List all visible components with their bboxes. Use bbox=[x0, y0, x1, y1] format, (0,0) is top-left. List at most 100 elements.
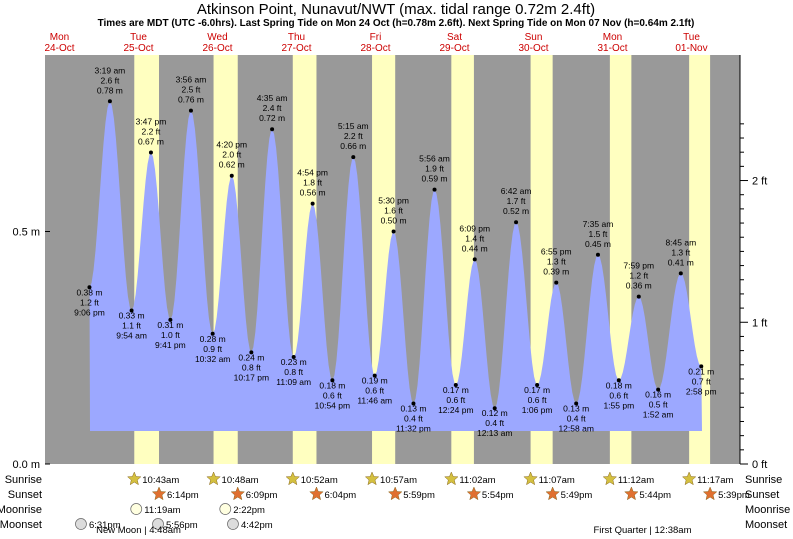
tide-point bbox=[148, 150, 153, 155]
sunset-icon bbox=[702, 486, 718, 501]
day-dow-label: Tue bbox=[683, 32, 700, 43]
tide-label: 10:32 am bbox=[195, 354, 230, 364]
moonset-icon bbox=[152, 518, 164, 530]
tide-point bbox=[291, 355, 296, 360]
right-axis-label: 1 ft bbox=[752, 317, 767, 329]
tide-label: 11:46 am bbox=[357, 396, 392, 406]
tide-labels: 0.38 m1.2 ft9:06 pm3:19 am2.6 ft0.78 m0.… bbox=[74, 65, 717, 438]
moonrise-time: 11:19am bbox=[144, 505, 180, 516]
sunrise-time: 10:48am bbox=[222, 475, 259, 486]
tide-label: 0.5 ft bbox=[649, 400, 669, 410]
sunrise-icon bbox=[126, 471, 142, 486]
tide-label: 12:24 pm bbox=[438, 405, 473, 415]
tide-curve bbox=[89, 101, 702, 432]
sunrise-icon bbox=[285, 471, 301, 486]
tide-point bbox=[595, 252, 600, 257]
axes: 0.0 m 0.5 m 0 ft 1 ft 2 ft bbox=[12, 55, 767, 471]
sunset-time: 6:04pm bbox=[324, 490, 356, 501]
tide-label: 1.9 ft bbox=[425, 164, 445, 174]
tide-point bbox=[616, 378, 621, 383]
sunset-icon bbox=[309, 486, 324, 501]
tide-label: 7:59 pm bbox=[623, 261, 654, 271]
tide-label: 0.24 m bbox=[238, 352, 264, 362]
tide-label: 0.62 m bbox=[219, 160, 245, 170]
moonset-time: 4:42pm bbox=[241, 520, 273, 531]
sunset-time: 5:49pm bbox=[561, 490, 593, 501]
row-label-right: Moonset bbox=[745, 519, 787, 531]
tide-label: 0.28 m bbox=[200, 334, 226, 344]
row-label-left: Moonset bbox=[0, 519, 42, 531]
right-axis-label: 2 ft bbox=[752, 176, 767, 188]
tide-label: 0.38 m bbox=[76, 287, 102, 297]
tide-label: 6:09 pm bbox=[459, 223, 490, 233]
tide-label: 1.5 ft bbox=[589, 229, 609, 239]
sunset-icon bbox=[545, 486, 560, 501]
tide-label: 1.4 ft bbox=[465, 233, 485, 243]
tide-point bbox=[129, 308, 134, 313]
tide-point bbox=[310, 201, 315, 206]
tide-point bbox=[656, 387, 661, 392]
tide-label: 2.2 ft bbox=[344, 131, 364, 141]
tide-label: 5:15 am bbox=[338, 121, 369, 131]
sunset-time: 5:54pm bbox=[482, 490, 514, 501]
tide-point bbox=[372, 373, 377, 378]
tide-label: 0.7 ft bbox=[692, 376, 712, 386]
day-date-label: 25-Oct bbox=[123, 43, 153, 54]
tide-label: 8:45 am bbox=[665, 237, 696, 247]
tide-label: 0.6 ft bbox=[365, 386, 385, 396]
tide-label: 0.31 m bbox=[157, 320, 183, 330]
tide-label: 0.4 ft bbox=[567, 414, 587, 424]
tide-point bbox=[330, 378, 335, 383]
tide-label: 2.2 ft bbox=[142, 126, 162, 136]
sunrise-icon bbox=[364, 471, 380, 486]
tide-label: 1.3 ft bbox=[671, 247, 691, 257]
sunrise-time: 10:43am bbox=[142, 475, 179, 486]
tide-point bbox=[411, 401, 416, 406]
sunset-icon bbox=[230, 486, 246, 501]
sunset-time: 6:09pm bbox=[246, 490, 278, 501]
grid-lines bbox=[45, 123, 748, 465]
tide-label: 2.6 ft bbox=[100, 75, 120, 85]
sunrise-time: 11:17am bbox=[697, 475, 733, 486]
tide-label: 7:35 am bbox=[583, 219, 614, 229]
sun-moon-rows: Sunrise Sunrise Sunset Sunset Moonrise Moonri… bbox=[0, 471, 790, 536]
tide-point bbox=[351, 155, 356, 160]
tide-label: 11:32 pm bbox=[396, 424, 431, 434]
tide-label: 1.2 ft bbox=[80, 297, 100, 307]
sunrise-time: 11:12am bbox=[618, 475, 654, 486]
sunrise-time: 10:52am bbox=[301, 475, 338, 486]
tide-label: 1:52 am bbox=[643, 410, 674, 420]
tide-label: 1.1 ft bbox=[122, 321, 142, 331]
moon-phase-label: First Quarter | 12:38am bbox=[593, 525, 691, 536]
moon-phase-label: New Moon | 4:48am bbox=[96, 525, 181, 536]
tide-label: 5:56 am bbox=[419, 154, 450, 164]
tide-label: 0.4 ft bbox=[404, 414, 424, 424]
day-date-label: 24-Oct bbox=[44, 43, 74, 54]
tide-label: 1.3 ft bbox=[547, 257, 567, 267]
tide-point bbox=[188, 108, 193, 113]
moonrise-icon bbox=[219, 503, 232, 515]
tide-point bbox=[107, 99, 112, 104]
moonset-time: 6:31pm bbox=[89, 520, 121, 531]
tide-point bbox=[554, 280, 559, 285]
row-label-left: Sunset bbox=[8, 489, 42, 501]
sunset-icon bbox=[624, 486, 639, 501]
tide-label: 0.6 ft bbox=[609, 390, 629, 400]
tide-label: 0.8 ft bbox=[242, 362, 262, 372]
tide-point bbox=[636, 294, 641, 299]
tide-label: 0.39 m bbox=[543, 267, 569, 277]
tide-label: 0.21 m bbox=[688, 366, 714, 376]
day-date-label: 27-Oct bbox=[281, 43, 311, 54]
tide-point bbox=[678, 271, 683, 276]
day-dow-label: Mon bbox=[603, 32, 622, 43]
tide-label: 2.5 ft bbox=[181, 85, 201, 95]
day-date-label: 26-Oct bbox=[202, 43, 232, 54]
sunrise-icon bbox=[523, 471, 538, 486]
tide-point bbox=[229, 173, 234, 178]
tide-point bbox=[535, 382, 540, 387]
tide-label: 0.76 m bbox=[178, 95, 204, 105]
tide-label: 0.41 m bbox=[668, 257, 694, 267]
tide-label: 0.67 m bbox=[138, 136, 164, 146]
tide-label: 12:58 am bbox=[558, 424, 593, 434]
